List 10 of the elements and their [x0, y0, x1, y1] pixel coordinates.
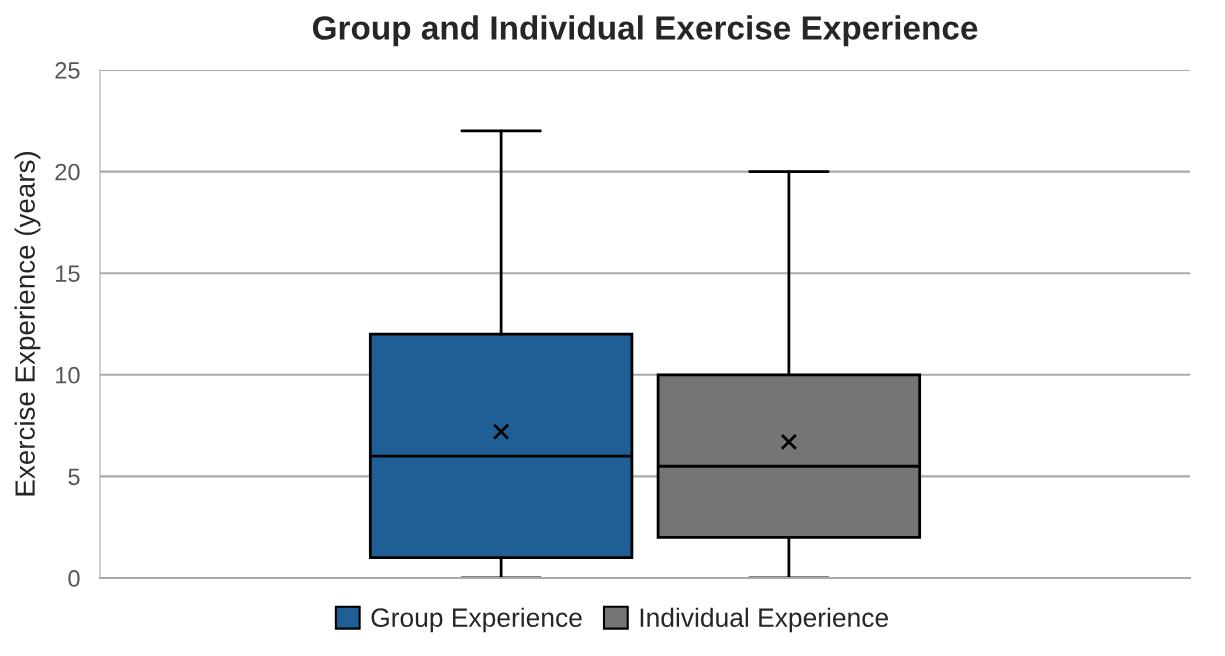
- y-tick-label: 10: [56, 366, 80, 384]
- y-tick-label: 25: [55, 62, 80, 79]
- chart-title: Group and Individual Exercise Experience: [312, 15, 978, 47]
- y-axis-title: Exercise Experience (years): [14, 152, 41, 496]
- legend-label: Individual Experience: [640, 607, 888, 633]
- y-tick-label: 15: [56, 265, 80, 282]
- y-tick-label: 0: [68, 570, 80, 587]
- legend-label: Group Experience: [371, 607, 582, 633]
- y-tick-label: 5: [68, 468, 80, 486]
- y-tick-label: 20: [55, 163, 80, 181]
